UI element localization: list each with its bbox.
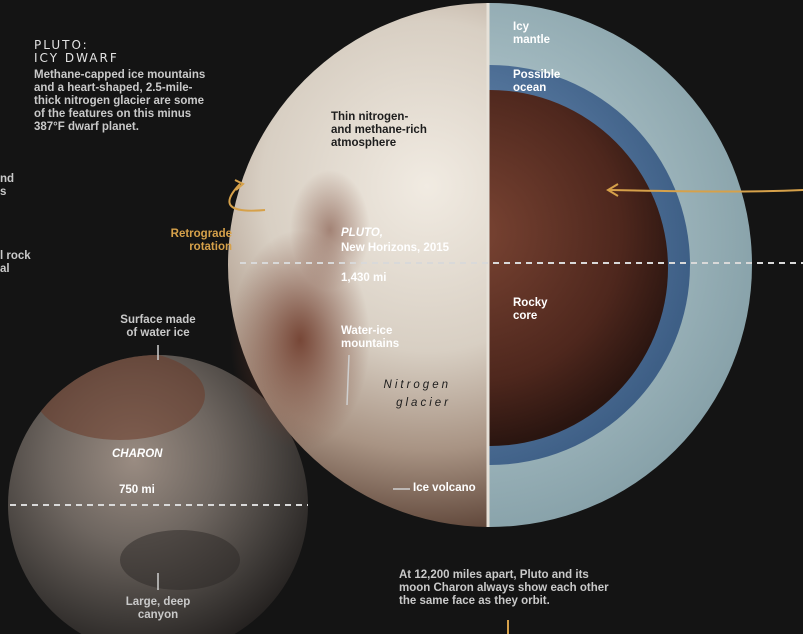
charon-surface-label: Surface made of water ice <box>88 314 228 340</box>
atmosphere-line: Thin nitrogen- <box>331 111 409 123</box>
charon-name-label: CHARON <box>112 448 163 460</box>
pluto-diameter-label: 1,430 mi <box>341 272 387 284</box>
cutoff-label-2: s <box>0 186 7 198</box>
charon-canyon-label: Large, deep canyon <box>98 596 218 622</box>
description-line: of the features on this minus <box>34 108 192 120</box>
caption-line: At 12,200 miles apart, Pluto and its <box>399 569 589 581</box>
mantle-line: Icy <box>513 21 529 33</box>
ocean-line: Possible <box>513 69 561 81</box>
glacier-line: Nitrogen <box>383 379 451 391</box>
atmosphere-line: atmosphere <box>331 137 397 149</box>
orbit-caption: At 12,200 miles apart, Pluto and its moo… <box>399 569 659 608</box>
glacier-line: glacier <box>396 397 451 409</box>
icy-mantle-label: Icy mantle <box>513 21 550 47</box>
header-title-line1: PLUTO: <box>34 38 89 52</box>
description-line: and a heart-shaped, 2.5-mile- <box>34 82 193 94</box>
rotation-arrows <box>228 179 803 634</box>
core-line: core <box>513 310 538 322</box>
rocky-core-label: Rocky core <box>513 297 548 323</box>
diameter-lines <box>10 262 803 506</box>
mountains-line: mountains <box>341 338 400 350</box>
ice-volcano-label: Ice volcano <box>413 482 476 494</box>
mantle-line: mantle <box>513 34 551 46</box>
canyon-line: canyon <box>137 609 179 621</box>
atmosphere-line: and methane-rich <box>331 124 427 136</box>
cutoff-label-4: al <box>0 263 10 275</box>
header-title-line2: ICY DWARF <box>34 51 119 65</box>
cutoff-label-1: nd <box>0 173 15 185</box>
description-line: thick nitrogen glacier are some <box>34 95 205 107</box>
surface-line: of water ice <box>126 327 190 339</box>
rotation-line: rotation <box>189 241 232 253</box>
rocky-core-layer <box>488 90 668 446</box>
possible-ocean-label: Possible ocean <box>513 69 560 95</box>
rotation-line: Retrograde <box>170 228 232 240</box>
cutoff-label-3: l rock <box>0 250 31 262</box>
header-description: Methane-capped ice mountains and a heart… <box>34 69 264 134</box>
description-line: 387°F dwarf planet. <box>34 121 139 133</box>
water-ice-mountains-label: Water-ice mountains <box>341 325 399 351</box>
pluto-mission-label: New Horizons, 2015 <box>341 242 450 254</box>
caption-line: moon Charon always show each other <box>399 582 609 594</box>
nitrogen-glacier-label: Nitrogen glacier <box>356 379 451 410</box>
description-line: Methane-capped ice mountains <box>34 69 206 81</box>
mountains-line: Water-ice <box>341 325 393 337</box>
ocean-line: ocean <box>513 82 547 94</box>
atmosphere-label: Thin nitrogen- and methane-rich atmosphe… <box>331 111 471 150</box>
leader-lines <box>157 345 410 590</box>
pluto-globe <box>228 3 752 527</box>
canyon-line: Large, deep <box>125 596 191 608</box>
pluto-name-label: PLUTO, <box>341 227 383 239</box>
core-line: Rocky <box>513 297 548 309</box>
retrograde-rotation-label: Retrograde rotation <box>140 228 232 254</box>
caption-line: the same face as they orbit. <box>399 595 550 607</box>
charon-diameter-label: 750 mi <box>119 484 155 496</box>
surface-line: Surface made <box>120 314 196 326</box>
